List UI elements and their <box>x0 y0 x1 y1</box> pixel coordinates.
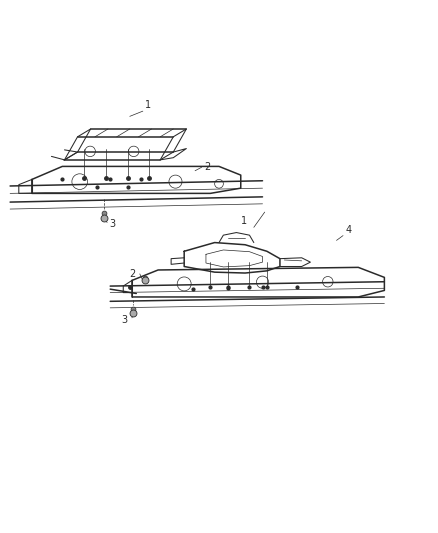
Text: 1: 1 <box>145 100 151 110</box>
Text: 3: 3 <box>121 314 127 325</box>
Text: 3: 3 <box>110 219 116 229</box>
Text: 1: 1 <box>241 216 247 227</box>
Text: 2: 2 <box>204 162 210 172</box>
Text: 2: 2 <box>129 269 135 279</box>
Text: 4: 4 <box>345 225 351 235</box>
